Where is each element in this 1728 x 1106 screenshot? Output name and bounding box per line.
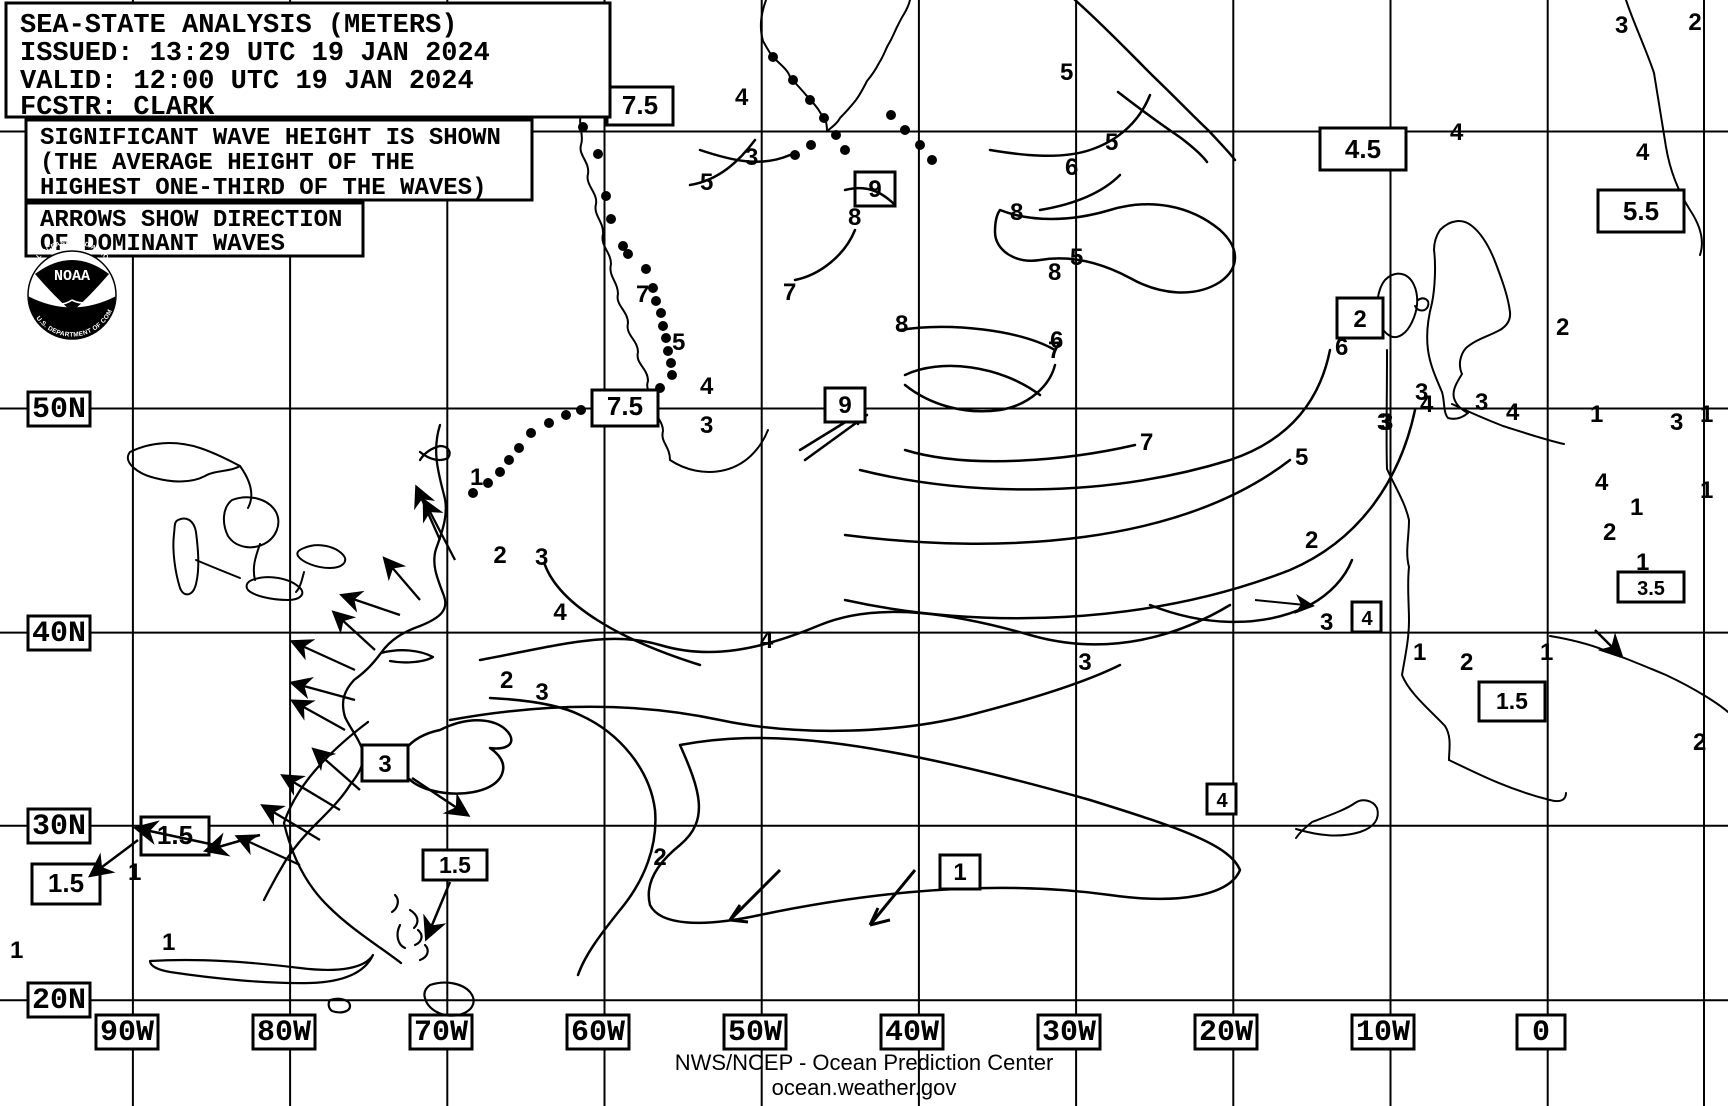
svg-text:4: 4 — [1420, 391, 1434, 418]
svg-text:ocean.weather.gov: ocean.weather.gov — [772, 1075, 957, 1100]
svg-text:2: 2 — [1693, 729, 1706, 756]
svg-text:ARROWS SHOW DIRECTION: ARROWS SHOW DIRECTION — [40, 207, 342, 234]
svg-text:5: 5 — [1295, 444, 1308, 471]
svg-text:20N: 20N — [32, 984, 86, 1018]
svg-text:2: 2 — [1460, 649, 1473, 676]
svg-text:5: 5 — [672, 329, 685, 356]
svg-text:3.5: 3.5 — [1637, 578, 1665, 600]
svg-text:1: 1 — [470, 464, 483, 491]
svg-text:6: 6 — [1335, 334, 1348, 361]
svg-text:8: 8 — [848, 204, 861, 231]
svg-text:3: 3 — [1670, 409, 1683, 436]
svg-text:HIGHEST ONE-THIRD OF THE WAVES: HIGHEST ONE-THIRD OF THE WAVES) — [40, 175, 486, 202]
svg-text:ISSUED: 13:29 UTC 19 JAN 2024: ISSUED: 13:29 UTC 19 JAN 2024 — [20, 39, 490, 69]
svg-text:7: 7 — [1048, 337, 1061, 364]
svg-text:1: 1 — [162, 929, 175, 956]
svg-text:6: 6 — [1065, 154, 1078, 181]
svg-text:7.5: 7.5 — [622, 90, 658, 120]
svg-text:2: 2 — [1305, 527, 1318, 554]
svg-text:7: 7 — [1140, 429, 1153, 456]
svg-text:4: 4 — [1636, 139, 1650, 166]
svg-text:4: 4 — [735, 84, 749, 111]
svg-text:1: 1 — [10, 937, 23, 964]
svg-text:1.5: 1.5 — [1496, 688, 1528, 714]
svg-text:10W: 10W — [1356, 1016, 1410, 1050]
svg-text:3: 3 — [1615, 12, 1628, 39]
svg-text:5: 5 — [1070, 244, 1083, 271]
svg-text:3: 3 — [1475, 389, 1488, 416]
svg-text:0: 0 — [1532, 1016, 1550, 1050]
svg-text:30N: 30N — [32, 810, 86, 844]
svg-text:2: 2 — [1603, 519, 1616, 546]
svg-text:4.5: 4.5 — [1345, 134, 1381, 164]
svg-text:8: 8 — [1010, 199, 1023, 226]
svg-text:1: 1 — [1700, 401, 1713, 428]
svg-text:(THE AVERAGE HEIGHT OF THE: (THE AVERAGE HEIGHT OF THE — [40, 150, 414, 177]
svg-text:2: 2 — [1556, 314, 1569, 341]
svg-text:1: 1 — [1630, 494, 1643, 521]
svg-text:60W: 60W — [571, 1016, 625, 1050]
svg-text:4: 4 — [1595, 469, 1609, 496]
svg-text:5: 5 — [1105, 129, 1118, 156]
svg-text:1: 1 — [1700, 477, 1713, 504]
svg-text:1: 1 — [1413, 639, 1426, 666]
svg-text:2: 2 — [1353, 306, 1366, 333]
svg-text:1: 1 — [1540, 639, 1553, 666]
svg-text:7: 7 — [783, 279, 796, 306]
svg-text:3: 3 — [700, 412, 713, 439]
svg-text:4: 4 — [1450, 119, 1464, 146]
svg-text:8: 8 — [1048, 259, 1061, 286]
svg-text:4: 4 — [1506, 399, 1520, 426]
svg-text:1.5: 1.5 — [48, 868, 84, 898]
svg-text:3: 3 — [1078, 649, 1091, 676]
svg-text:40N: 40N — [32, 617, 86, 651]
svg-text:3: 3 — [378, 751, 391, 778]
svg-text:5: 5 — [1060, 59, 1073, 86]
svg-text:3: 3 — [1320, 609, 1333, 636]
svg-text:8: 8 — [895, 311, 908, 338]
svg-text:4: 4 — [760, 627, 774, 654]
svg-text:SIGNIFICANT WAVE HEIGHT IS SHO: SIGNIFICANT WAVE HEIGHT IS SHOWN — [40, 125, 501, 152]
svg-text:70W: 70W — [414, 1016, 468, 1050]
svg-text:1.5: 1.5 — [439, 852, 471, 878]
svg-text:9: 9 — [838, 392, 851, 419]
svg-text:40W: 40W — [885, 1016, 939, 1050]
svg-text:4: 4 — [1361, 608, 1373, 630]
svg-text:5.5: 5.5 — [1623, 196, 1659, 226]
svg-text:3: 3 — [1380, 409, 1393, 436]
svg-text:2: 2 — [653, 844, 666, 871]
svg-text:1.5: 1.5 — [157, 820, 193, 850]
svg-text:4: 4 — [700, 373, 714, 400]
svg-text:SEA-STATE ANALYSIS (METERS): SEA-STATE ANALYSIS (METERS) — [20, 11, 457, 41]
svg-text:2: 2 — [493, 542, 506, 569]
svg-text:1: 1 — [953, 859, 966, 886]
svg-text:4: 4 — [553, 599, 567, 626]
svg-text:7.5: 7.5 — [607, 391, 643, 421]
svg-text:50W: 50W — [728, 1016, 782, 1050]
svg-text:NOAA: NOAA — [54, 268, 90, 285]
svg-text:2: 2 — [500, 667, 513, 694]
svg-text:90W: 90W — [100, 1016, 154, 1050]
svg-text:30W: 30W — [1042, 1016, 1096, 1050]
svg-text:50N: 50N — [32, 393, 86, 427]
svg-text:3: 3 — [535, 544, 548, 571]
svg-text:NWS/NCEP - Ocean Prediction Ce: NWS/NCEP - Ocean Prediction Center — [675, 1050, 1054, 1075]
svg-text:1: 1 — [128, 859, 141, 886]
svg-text:2: 2 — [1688, 9, 1701, 36]
svg-text:80W: 80W — [257, 1016, 311, 1050]
svg-text:20W: 20W — [1199, 1016, 1253, 1050]
svg-text:7: 7 — [636, 281, 649, 308]
svg-text:1: 1 — [1590, 401, 1603, 428]
svg-text:4: 4 — [1216, 790, 1228, 812]
